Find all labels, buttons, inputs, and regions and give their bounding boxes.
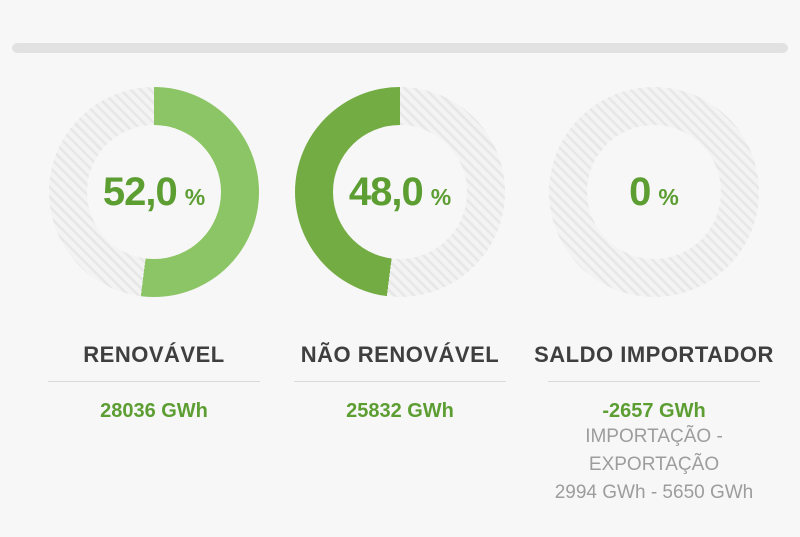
gauge-renewable: 52,0 % RENOVÁVEL 28036 GWh: [27, 87, 281, 423]
percent-sign: %: [430, 183, 452, 210]
percent-sign: %: [658, 183, 679, 210]
donut-hole: 52,0 %: [87, 125, 221, 259]
top-divider-bar: [12, 43, 788, 53]
percent-readout: 0 %: [629, 170, 679, 215]
percent-readout: 48,0 %: [349, 170, 451, 215]
donut-hole: 48,0 %: [333, 125, 467, 259]
gauge-value-gwh: 25832 GWh: [346, 400, 454, 422]
gauge-value-gwh: -2657 GWh: [602, 400, 706, 422]
percent-value: 52,0: [102, 169, 178, 214]
detail-line: IMPORTAÇÃO -: [585, 426, 723, 447]
title-divider: [294, 381, 506, 382]
gauge-import-balance: 0 % SALDO IMPORTADOR -2657 GWh IMPORTAÇÃ…: [527, 87, 781, 507]
detail-line: 2994 GWh - 5650 GWh: [554, 482, 754, 503]
gauge-title: NÃO RENOVÁVEL: [300, 342, 500, 367]
title-divider: [48, 381, 260, 382]
gauge-title: SALDO IMPORTADOR: [534, 342, 774, 367]
gauge-non-renewable: 48,0 % NÃO RENOVÁVEL 25832 GWh: [273, 87, 527, 423]
donut-chart-non-renewable: 48,0 %: [295, 87, 505, 297]
title-divider: [548, 381, 760, 382]
donut-chart-renewable: 52,0 %: [49, 87, 259, 297]
donut-hole: 0 %: [587, 125, 721, 259]
gauge-value-gwh: 28036 GWh: [100, 400, 208, 422]
percent-sign: %: [184, 183, 206, 210]
percent-readout: 52,0 %: [103, 170, 205, 215]
percent-value: 0: [629, 169, 651, 214]
percent-value: 48,0: [348, 169, 424, 214]
gauge-detail-lines: IMPORTAÇÃO - EXPORTAÇÃO 2994 GWh - 5650 …: [527, 423, 781, 507]
detail-line: EXPORTAÇÃO: [588, 454, 720, 475]
donut-chart-import-balance: 0 %: [549, 87, 759, 297]
gauge-title: RENOVÁVEL: [83, 342, 225, 367]
